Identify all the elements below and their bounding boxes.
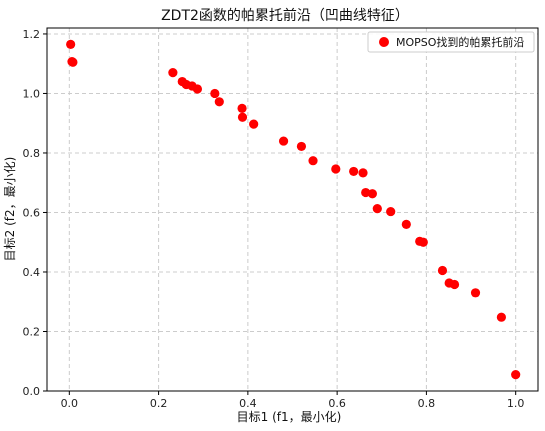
y-tick-label: 0.2 — [23, 325, 41, 338]
scatter-point — [372, 204, 382, 214]
scatter-point — [496, 312, 506, 322]
axis-ticks: 0.0 0.2 0.4 0.6 0.8 1.0 0.0 0.2 0.4 0.6 0.8 1.0 1.2 — [23, 28, 525, 410]
x-tick-label: 0.6 — [328, 397, 346, 410]
scatter-point — [210, 88, 220, 99]
y-tick-label: 0.4 — [23, 266, 41, 279]
x-tick-label: 0.4 — [239, 397, 257, 410]
y-tick-label: 0.8 — [23, 147, 41, 160]
x-tick-label: 0.2 — [150, 397, 168, 410]
scatter-point — [401, 219, 411, 229]
y-axis-label: 目标2 (f2，最小化) — [3, 157, 17, 262]
legend-marker — [379, 37, 389, 47]
y-tick-label: 0.6 — [23, 206, 41, 219]
scatter-point — [367, 189, 377, 199]
scatter-point — [249, 119, 259, 129]
x-tick-label: 1.0 — [507, 397, 525, 410]
plot-area-frame — [46, 27, 539, 392]
legend-label: MOPSO找到的帕累托前沿 — [396, 35, 524, 49]
scatter-point — [331, 164, 341, 174]
scatter-point — [68, 57, 78, 67]
scatter-point — [214, 97, 224, 107]
scatter-point — [296, 141, 307, 152]
scatter-point — [511, 370, 521, 380]
scatter-point — [418, 237, 428, 247]
scatter-point — [349, 166, 359, 177]
x-axis-label: 目标1 (f1，最小化) — [237, 410, 342, 424]
scatter-point — [358, 168, 368, 178]
scatter-point — [437, 265, 448, 276]
scatter-point — [237, 112, 248, 122]
legend: MOPSO找到的帕累托前沿 — [367, 31, 535, 53]
scatter-point — [386, 206, 396, 217]
scatter-point — [278, 136, 289, 146]
scatter-point — [192, 84, 203, 94]
y-tick-label: 1.0 — [23, 87, 41, 100]
y-tick-label: 1.2 — [23, 28, 41, 41]
scatter-point — [449, 279, 460, 290]
x-tick-label: 0.8 — [418, 397, 436, 410]
scatter-point — [308, 156, 318, 166]
scatter-point — [470, 288, 481, 298]
scatter-point — [168, 68, 178, 78]
chart-title: ZDT2函数的帕累托前沿（凹曲线特征） — [161, 7, 409, 24]
scatter-point — [66, 39, 76, 49]
scatter-points — [66, 39, 521, 380]
grid — [47, 28, 538, 392]
legend-box — [367, 31, 535, 53]
x-tick-label: 0.0 — [61, 397, 79, 410]
scatter-point — [237, 103, 247, 113]
y-tick-label: 0.0 — [23, 385, 41, 398]
